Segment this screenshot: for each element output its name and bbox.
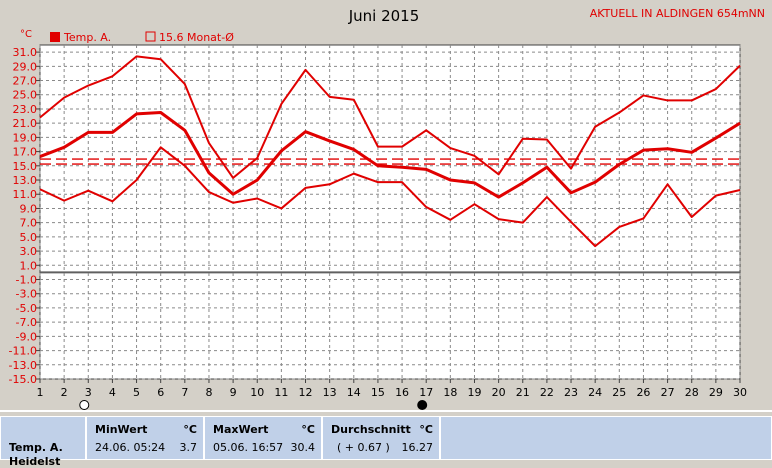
series-min-line	[39, 146, 741, 248]
series-max-line	[39, 55, 741, 179]
max-unit: °C	[301, 423, 315, 436]
temperature-chart: Juni 2015 AKTUELL IN ALDINGEN 654mNN °C …	[9, 7, 765, 410]
y-tick-label: 23.0	[13, 103, 38, 116]
x-tick-label: 23	[564, 386, 578, 399]
y-tick-label: 9.0	[20, 202, 38, 215]
x-tick-label: 29	[709, 386, 723, 399]
y-tick-label: 29.0	[13, 60, 38, 73]
x-tick-label: 2	[61, 386, 68, 399]
y-tick-label: -3.0	[16, 288, 37, 301]
station-label: AKTUELL IN ALDINGEN 654mNN	[590, 7, 765, 20]
y-tick-label: 21.0	[13, 117, 38, 130]
y-tick-label: 7.0	[20, 217, 38, 230]
x-tick-label: 30	[733, 386, 747, 399]
x-tick-label: 19	[467, 386, 481, 399]
y-tick-label: 31.0	[13, 46, 38, 59]
x-tick-label: 16	[395, 386, 409, 399]
y-tick-label: 11.0	[13, 188, 38, 201]
avg-unit: °C	[419, 423, 433, 436]
moon-phases	[79, 400, 428, 410]
y-axis: 31.029.0 27.025.023.021.019.0 17.015.013.0…	[9, 46, 40, 386]
x-tick-label: 21	[516, 386, 530, 399]
x-tick-label: 14	[347, 386, 361, 399]
y-tick-label: -13.0	[9, 359, 37, 372]
x-tick-label: 9	[230, 386, 237, 399]
avg-header: Durchschnitt	[331, 423, 411, 436]
legend-swatch-avg	[145, 31, 156, 42]
stats-panel: Temp. A. Heidelst MinWert °C 24.06. 05:2…	[0, 410, 772, 468]
x-tick-label: 12	[299, 386, 313, 399]
series-lines	[39, 55, 741, 248]
y-tick-label: 25.0	[13, 89, 38, 102]
y-tick-label: 27.0	[13, 75, 38, 88]
moon-full-icon	[79, 400, 90, 410]
y-tick-label: -7.0	[16, 316, 37, 329]
stats-min-cell: MinWert °C 24.06. 05:24 3.7	[86, 416, 204, 460]
y-tick-label: 13.0	[13, 174, 38, 187]
x-tick-label: 20	[492, 386, 506, 399]
stats-label-cell: Temp. A. Heidelst	[0, 416, 86, 468]
stats-row-label-2: Heidelst	[9, 455, 61, 468]
y-tick-label: -9.0	[16, 330, 37, 343]
y-tick-label: 5.0	[20, 231, 38, 244]
x-tick-label: 26	[636, 386, 650, 399]
min-date: 24.06. 05:24	[95, 441, 166, 454]
y-tick-label: -11.0	[9, 345, 37, 358]
x-tick-label: 11	[274, 386, 288, 399]
x-tick-label: 10	[250, 386, 264, 399]
legend-label-avg: 15.6 Monat-Ø	[159, 31, 234, 44]
x-tick-label: 28	[685, 386, 699, 399]
y-tick-label: -1.0	[16, 274, 37, 287]
stats-max-cell: MaxWert °C 05.06. 16:57 30.4	[204, 416, 322, 460]
x-tick-label: 24	[588, 386, 602, 399]
x-tick-label: 13	[323, 386, 337, 399]
y-unit-label: °C	[20, 29, 32, 40]
avg-value: 16.27	[401, 441, 434, 454]
stats-empty-cell	[440, 416, 772, 460]
max-date: 05.06. 16:57	[213, 441, 284, 454]
avg-delta: ( + 0.67 )	[337, 441, 390, 454]
stats-avg-cell: Durchschnitt °C ( + 0.67 ) 16.27	[322, 416, 440, 460]
legend-label-temp: Temp. A.	[63, 31, 111, 44]
x-tick-label: 17	[419, 386, 433, 399]
max-header: MaxWert	[213, 423, 269, 436]
x-tick-label: 4	[109, 386, 116, 399]
x-tick-label: 3	[85, 386, 92, 399]
x-axis: 1 2 3 4 5 6 7 8 9 10 11 12 13 14 15 16 17 18 19 20 21 22 23 24 2…	[37, 379, 747, 399]
x-tick-label: 8	[205, 386, 212, 399]
chart-title: Juni 2015	[348, 7, 420, 25]
y-tick-label: 15.0	[13, 160, 38, 173]
min-value: 3.7	[179, 441, 198, 454]
x-tick-label: 1	[37, 386, 44, 399]
x-tick-label: 25	[612, 386, 626, 399]
x-tick-label: 27	[661, 386, 675, 399]
y-tick-label: 3.0	[20, 245, 38, 258]
max-value: 30.4	[290, 441, 316, 454]
x-tick-label: 15	[371, 386, 385, 399]
series-mean-line	[39, 111, 741, 199]
grid	[39, 45, 741, 380]
min-unit: °C	[183, 423, 197, 436]
min-header: MinWert	[95, 423, 148, 436]
x-tick-label: 6	[157, 386, 164, 399]
plot-area	[39, 44, 741, 380]
y-tick-label: -15.0	[9, 373, 37, 386]
y-tick-label: 19.0	[13, 131, 38, 144]
y-tick-label: 1.0	[20, 259, 38, 272]
x-tick-label: 22	[540, 386, 554, 399]
legend-swatch-temp	[50, 32, 60, 42]
stats-row-label: Temp. A.	[9, 441, 63, 454]
x-tick-label: 5	[133, 386, 140, 399]
moon-new-icon	[417, 400, 428, 410]
x-tick-label: 7	[181, 386, 188, 399]
y-tick-label: -5.0	[16, 302, 37, 315]
y-tick-label: 17.0	[13, 146, 38, 159]
x-tick-label: 18	[443, 386, 457, 399]
